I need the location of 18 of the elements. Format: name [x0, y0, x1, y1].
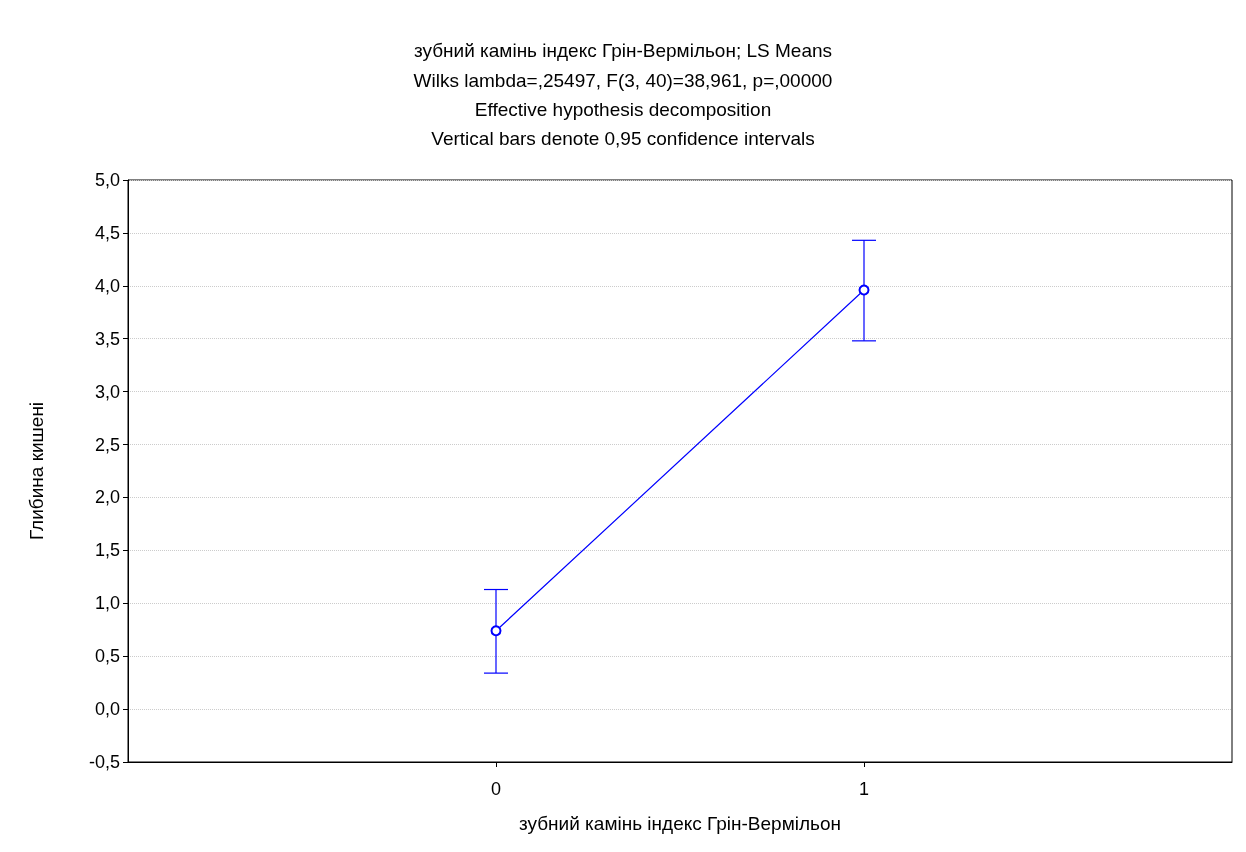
y-tick-label: 0,5 — [94, 646, 120, 667]
y-tick-label: 1,5 — [94, 540, 120, 561]
y-tick-label: 3,5 — [94, 328, 120, 349]
x-tick-label: 0 — [490, 779, 502, 799]
y-axis-title: Глибина кишені — [26, 401, 47, 541]
y-tick-label: 2,5 — [94, 434, 120, 455]
y-tick-label: 3,0 — [94, 381, 120, 402]
y-tick-label: 4,5 — [94, 222, 120, 243]
chart-title: зубний камінь індекс Грін-Вермільон; LS Means — [413, 40, 833, 61]
x-tick-label: 1 — [858, 779, 870, 799]
y-tick-label: 2,0 — [94, 487, 120, 508]
y-tick-label: 4,0 — [94, 275, 120, 296]
y-tick-label: 0,0 — [94, 699, 120, 720]
y-tick-label: -0,5 — [88, 752, 120, 772]
chart-subtitle: Wilks lambda=,25497, F(3, 40)=38,961, p=,00000 Effective hypothesis decomposition Vertical bars denote 0,95 confidence intervals — [413, 70, 833, 149]
x-axis-title: зубний камінь індекс Грін-Вермільон — [519, 813, 841, 834]
y-tick-label: 1,0 — [94, 593, 120, 614]
y-tick-label: 5,0 — [94, 170, 120, 190]
